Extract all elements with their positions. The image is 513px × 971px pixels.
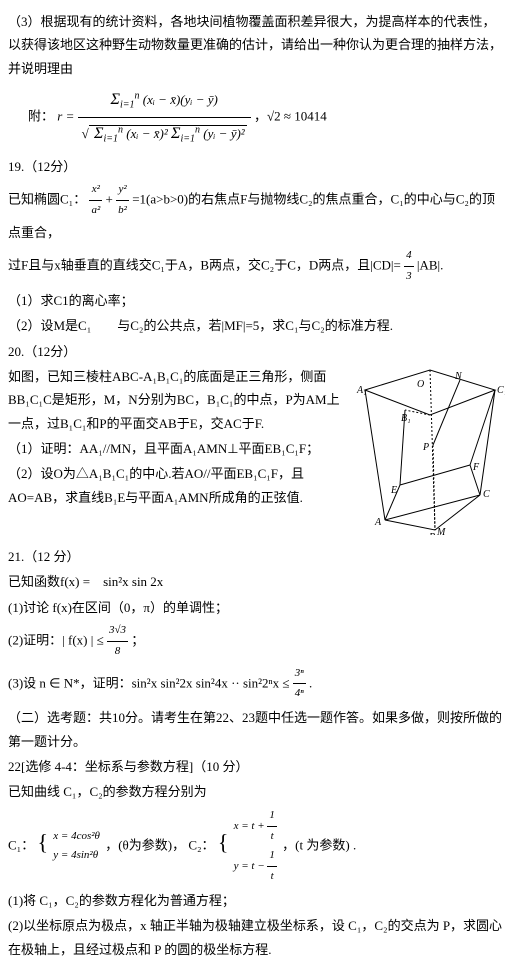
svg-text:O: O bbox=[417, 379, 424, 390]
svg-text:F: F bbox=[472, 462, 480, 473]
q19-sub2: （2）设M是C₁ 与C₂的公共点，若|MF|=5，求C₁与C₂的标准方程. bbox=[8, 314, 505, 337]
q21-body1: 已知函数f(x) = sin²x sin 2x bbox=[8, 570, 505, 593]
q20-header: 20.（12分） bbox=[8, 340, 505, 363]
svg-text:B₁: B₁ bbox=[401, 413, 411, 424]
svg-text:A₁: A₁ bbox=[356, 385, 367, 396]
section2-header: （二）选考题：共10分。请考生在第22、23题中任选一题作答。如果多做，则按所做… bbox=[8, 706, 505, 753]
q19-sub1: （1）求C1的离心率； bbox=[8, 289, 505, 312]
q21-sub3: (3)设 n ∈ N*，证明：sin²x sin²2x sin²4x ·· si… bbox=[8, 664, 505, 705]
q21-sub2: (2)证明：| f(x) | ≤ 3√38 ； bbox=[8, 621, 505, 662]
svg-text:C: C bbox=[483, 489, 490, 500]
svg-text:M: M bbox=[436, 527, 446, 535]
svg-text:B: B bbox=[429, 532, 435, 535]
svg-text:P: P bbox=[422, 442, 429, 453]
q21-header: 21.（12 分） bbox=[8, 545, 505, 568]
q3-text: （3）根据现有的统计资料，各地块间植物覆盖面积差异很大，为提高样本的代表性，以获… bbox=[8, 10, 505, 80]
prism-diagram: A₁ O N C₁ B₁ A P C E M B F bbox=[355, 365, 505, 535]
q19-body1: 已知椭圆C₁： x²a² + y²b² =1(a>b>0)的右焦点F与抛物线C₂… bbox=[8, 180, 505, 244]
correlation-formula: 附： r = Σi=1n (xᵢ − x̄)(yᵢ − ȳ) √ Σi=1n (… bbox=[8, 84, 505, 151]
q22-body1: 已知曲线 C₁，C₂的参数方程分别为 bbox=[8, 780, 505, 803]
q19-header: 19.（12分） bbox=[8, 155, 505, 178]
q21-sub1: (1)讨论 f(x)在区间（0，π）的单调性； bbox=[8, 596, 505, 619]
svg-text:N: N bbox=[454, 371, 463, 382]
q22-sub2: (2)以坐标原点为极点，x 轴正半轴为极轴建立极坐标系，设 C₁，C₂的交点为 … bbox=[8, 914, 505, 961]
q22-equations: C₁： { x = 4cos²θ y = 4sin²θ ，(θ为参数)， C₂：… bbox=[8, 806, 505, 887]
q19-body2: 过F且与x轴垂直的直线交C₁于A，B两点，交C₂于C，D两点，且|CD|= 43… bbox=[8, 246, 505, 287]
q22-sub1: (1)将 C₁，C₂的参数方程化为普通方程； bbox=[8, 889, 505, 912]
svg-text:C₁: C₁ bbox=[497, 385, 505, 396]
svg-text:E: E bbox=[390, 485, 397, 496]
svg-text:A: A bbox=[374, 517, 382, 528]
q22-header: 22[选修 4-4：坐标系与参数方程]（10 分） bbox=[8, 755, 505, 778]
